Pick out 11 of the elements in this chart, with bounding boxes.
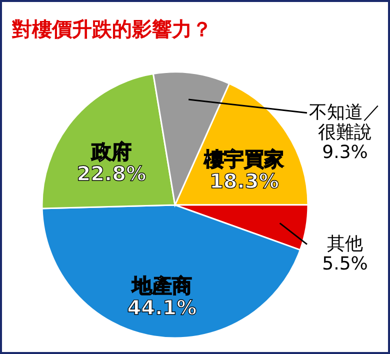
slice-label: 不知道／很難說 bbox=[309, 102, 381, 143]
chart-title: 對樓價升跌的影響力？ bbox=[11, 17, 212, 41]
slice-label: 其他 bbox=[327, 233, 363, 254]
data-label: 22.8% bbox=[76, 162, 146, 186]
data-label: 5.5% bbox=[322, 253, 368, 274]
data-label: 9.3% bbox=[322, 142, 368, 163]
data-label: 18.3% bbox=[209, 169, 279, 194]
slice-label: 地產商 bbox=[130, 273, 192, 298]
slice-label: 樓宇買家 bbox=[203, 147, 284, 172]
data-label: 44.1% bbox=[127, 295, 197, 320]
slice-label: 政府 bbox=[90, 140, 132, 164]
